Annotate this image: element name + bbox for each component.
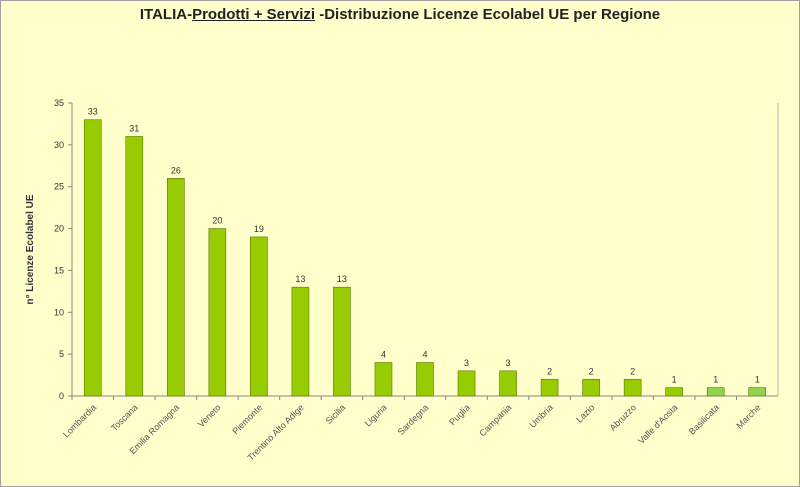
data-label: 20: [212, 216, 222, 226]
title-part-2: Prodotti + Servizi: [192, 6, 316, 23]
bar-trentino-alto-adige: [291, 286, 310, 397]
data-label: 26: [171, 165, 181, 175]
x-tick-label: Lombardia: [61, 402, 98, 439]
data-label: 19: [254, 224, 264, 234]
data-label: 1: [713, 375, 718, 385]
bar-emilia-romagna: [167, 178, 185, 397]
x-tick-label: Puglia: [447, 402, 472, 427]
x-tick-label: Lazio: [574, 402, 596, 424]
x-tick-label: Toscana: [109, 402, 140, 433]
y-tick-label: 20: [54, 224, 64, 234]
x-tick-label: Basilicata: [687, 402, 721, 436]
y-tick-label: 35: [54, 98, 64, 108]
y-tick-label: 15: [54, 265, 64, 275]
x-tick-label: Abruzzo: [608, 402, 638, 432]
data-label: 2: [547, 366, 552, 376]
bar-veneto: [208, 228, 227, 397]
bar-piemonte: [250, 236, 268, 397]
data-label: 13: [337, 274, 347, 284]
x-tick-label: Liguria: [363, 402, 389, 428]
data-label: 33: [88, 107, 98, 117]
x-tick-label: Sardegna: [396, 402, 431, 437]
data-label: 3: [464, 358, 469, 368]
x-tick-label: Umbria: [527, 402, 555, 430]
bar-toscana: [125, 136, 144, 397]
bar-liguria: [374, 362, 393, 397]
data-label: 2: [630, 366, 635, 376]
title-part-1: ITALIA-: [139, 6, 193, 23]
data-label: 31: [129, 123, 139, 133]
bar-lombardia: [83, 119, 102, 397]
y-tick-label: 30: [54, 140, 64, 150]
data-label: 4: [422, 350, 427, 360]
y-tick-label: 10: [54, 307, 64, 317]
x-tick-label: Sicilia: [324, 402, 348, 426]
bar-sardegna: [416, 362, 434, 397]
data-label: 1: [672, 375, 677, 385]
bar-valle-d-aosta: [665, 387, 683, 397]
bar-lazio: [582, 378, 600, 397]
data-label: 3: [506, 358, 511, 368]
y-tick-label: 0: [59, 391, 64, 401]
y-tick-label: 25: [54, 182, 64, 192]
data-label: 1: [755, 375, 760, 385]
data-label: 13: [295, 274, 305, 284]
bar-campania: [499, 370, 517, 397]
bar-puglia: [457, 370, 476, 397]
y-tick-label: 5: [59, 349, 64, 359]
bar-abruzzo: [623, 378, 642, 397]
x-tick-label: Piemonte: [230, 402, 264, 436]
bar-sicilia: [333, 286, 351, 397]
bar-umbria: [540, 378, 559, 397]
data-label: 4: [381, 350, 386, 360]
chart-title: ITALIA-Prodotti + Servizi -Distribuzione…: [0, 6, 800, 23]
bar-basilicata: [706, 387, 725, 397]
y-axis-label: n° Licenze Ecolabel UE: [25, 194, 36, 304]
x-tick-label: Campania: [477, 402, 513, 438]
x-tick-label: Marche: [734, 402, 762, 430]
x-tick-label: Valle d'Aosta: [636, 402, 680, 446]
x-tick-label: Veneto: [196, 402, 223, 429]
title-part-3: -Distribuzione Licenze Ecolabel UE per R…: [315, 6, 661, 23]
bar-marche: [748, 387, 767, 397]
data-label: 2: [589, 366, 594, 376]
